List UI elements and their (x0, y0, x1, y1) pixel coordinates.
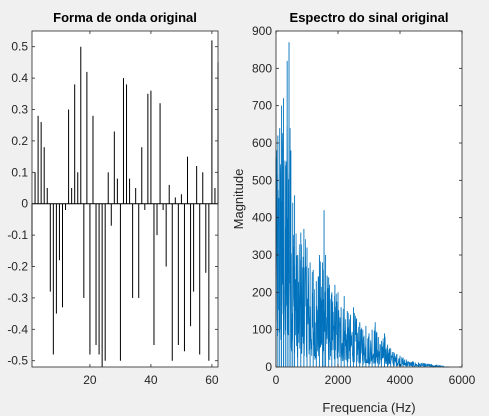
y-tick-label: 200 (252, 285, 272, 299)
y-tick-label: -0.3 (7, 291, 28, 305)
x-tick-label: 2000 (325, 373, 352, 387)
x-tick-label: 60 (205, 373, 219, 387)
y-tick-label: 0.5 (11, 40, 28, 54)
spectrum-title: Espectro do sinal original (290, 10, 449, 25)
y-tick-label: 0.1 (11, 165, 28, 179)
waveform-x-ticks: 20 40 60 (83, 31, 219, 387)
y-tick-label: -0.4 (7, 322, 28, 336)
y-tick-label: -0.2 (7, 260, 28, 274)
x-tick-label: 4000 (387, 373, 414, 387)
y-tick-label: 500 (252, 173, 272, 187)
spectrum-chart: Espectro do sinal original 0 100 200 300 400… (231, 10, 476, 415)
y-tick-label: 0 (21, 197, 28, 211)
waveform-plot-area (32, 31, 218, 367)
y-tick-label: 100 (252, 323, 272, 337)
y-tick-label: 0.4 (11, 71, 28, 85)
y-tick-label: 300 (252, 248, 272, 262)
x-tick-label: 20 (83, 373, 97, 387)
waveform-title: Forma de onda original (53, 10, 197, 25)
x-tick-label: 40 (144, 373, 158, 387)
waveform-y-ticks: -0.5 -0.4 -0.3 -0.2 -0.1 0 0.1 0.2 0.3 0.4 0.5 (7, 40, 218, 368)
spectrum-x-ticks: 0 2000 4000 6000 (273, 31, 476, 387)
y-tick-label: -0.5 (7, 354, 28, 368)
y-tick-label: 0 (265, 360, 272, 374)
waveform-stems (31, 40, 219, 367)
y-tick-label: 800 (252, 61, 272, 75)
y-tick-label: 700 (252, 99, 272, 113)
y-tick-label: 0.2 (11, 134, 28, 148)
spectrum-x-axis-label: Frequencia (Hz) (322, 400, 415, 415)
spectrum-axes-box (275, 30, 463, 368)
spectrum-y-ticks: 0 100 200 300 400 500 600 700 800 900 (252, 24, 462, 374)
y-tick-label: -0.1 (7, 228, 28, 242)
y-tick-label: 600 (252, 136, 272, 150)
waveform-chart: Forma de onda original -0.5-0.4-0.3-0.2-… (7, 10, 219, 387)
waveform-axes-box (31, 30, 219, 368)
y-tick-label: 400 (252, 211, 272, 225)
x-tick-label: 0 (273, 373, 280, 387)
spectrum-y-axis-label: Magnitude (231, 169, 246, 230)
y-tick-label: 0.3 (11, 103, 28, 117)
x-tick-label: 6000 (449, 373, 476, 387)
y-tick-label: 900 (252, 24, 272, 38)
